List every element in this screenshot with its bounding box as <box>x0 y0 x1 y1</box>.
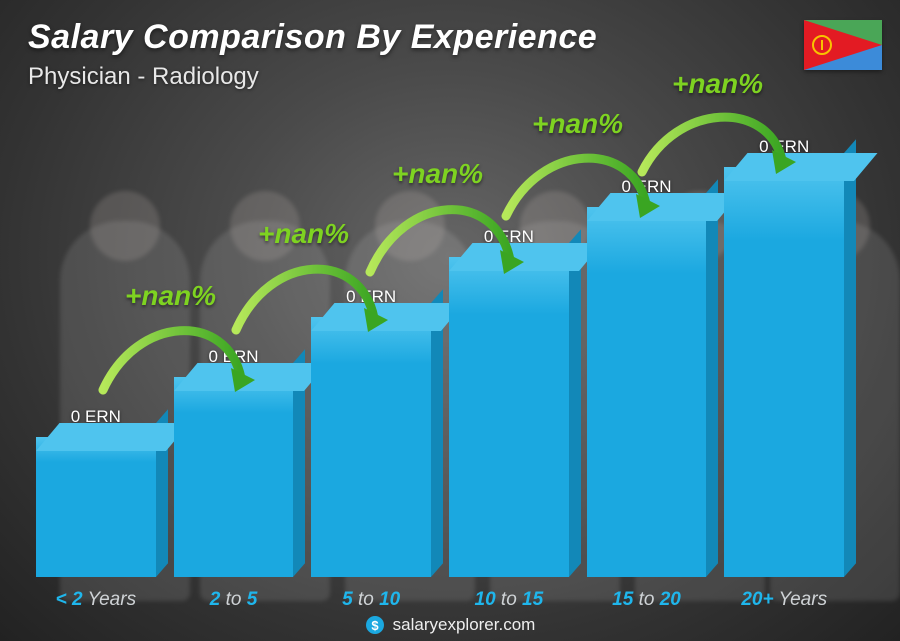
title-block: Salary Comparison By Experience Physicia… <box>28 18 597 91</box>
svg-text:$: $ <box>371 618 379 633</box>
bar <box>449 257 569 577</box>
percent-increase-label: +nan% <box>672 68 763 100</box>
bar <box>587 207 707 577</box>
x-axis-labels: < 2 Years 2 to 5 5 to 10 10 to 15 15 to 20 20… <box>30 589 850 611</box>
chart-title: Salary Comparison By Experience <box>28 18 597 57</box>
footer: $ salaryexplorer.com <box>0 611 900 641</box>
x-axis-label: 15 to 20 <box>587 589 707 611</box>
footer-text: salaryexplorer.com <box>393 615 536 635</box>
bar <box>36 437 156 577</box>
x-axis-label: 2 to 5 <box>174 589 294 611</box>
bar-column: 0 ERN <box>724 137 844 577</box>
bar <box>311 317 431 577</box>
eritrea-flag-icon <box>804 20 882 70</box>
bar <box>724 167 844 577</box>
bar-column: 0 ERN <box>311 287 431 577</box>
x-axis-label: 10 to 15 <box>449 589 569 611</box>
bar-column: 0 ERN <box>449 227 569 577</box>
x-axis-label: < 2 Years <box>36 589 156 611</box>
salaryexplorer-logo-icon: $ <box>365 615 385 635</box>
bar-column: 0 ERN <box>587 177 707 577</box>
bar-chart: 0 ERN0 ERN0 ERN0 ERN0 ERN0 ERN <box>30 120 850 577</box>
chart-subtitle: Physician - Radiology <box>28 63 597 91</box>
bar-column: 0 ERN <box>36 407 156 577</box>
infographic-stage: Salary Comparison By Experience Physicia… <box>0 0 900 641</box>
bar-column: 0 ERN <box>174 347 294 577</box>
bar <box>174 377 294 577</box>
x-axis-label: 5 to 10 <box>311 589 431 611</box>
x-axis-label: 20+ Years <box>724 589 844 611</box>
